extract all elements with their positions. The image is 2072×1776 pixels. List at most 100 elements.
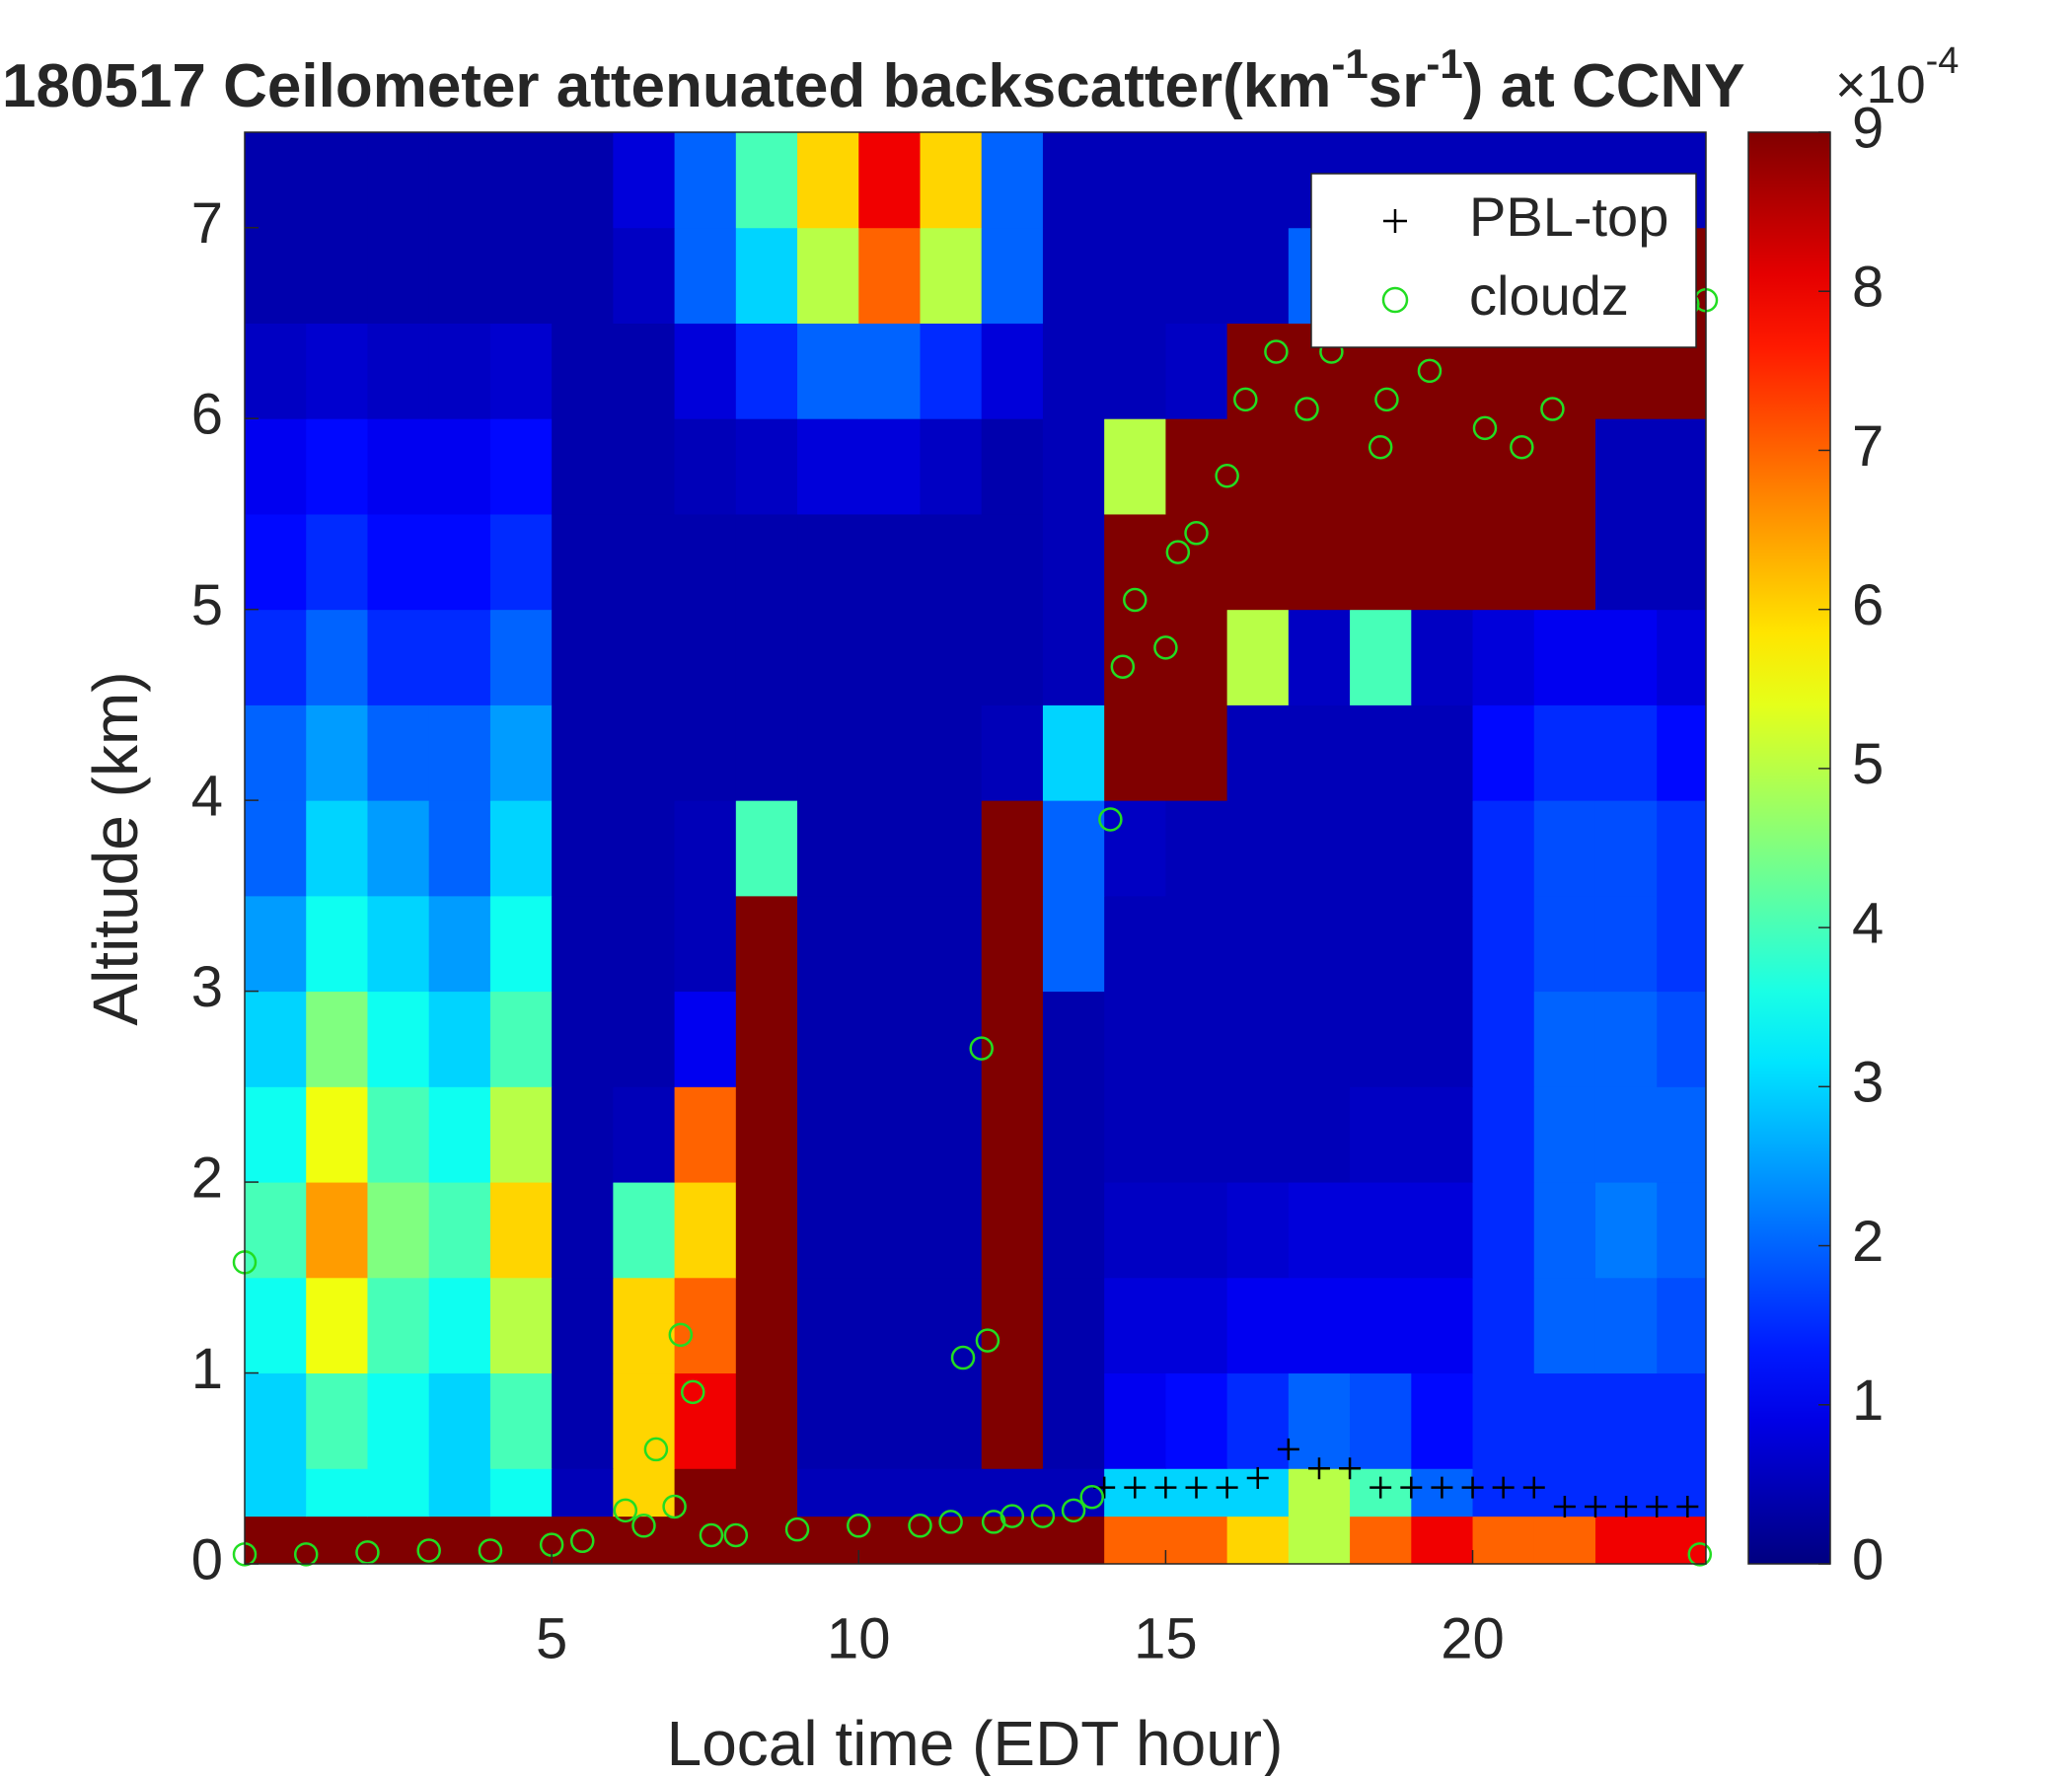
heatmap-cell [1042, 513, 1105, 611]
heatmap-cell [1288, 800, 1351, 897]
heatmap-cell [920, 418, 983, 515]
heatmap-cell [489, 1372, 553, 1469]
heatmap-cell [797, 800, 859, 897]
heatmap-cell [428, 1277, 491, 1374]
heatmap-cell [981, 991, 1044, 1087]
cloud-marker [1165, 540, 1191, 564]
heatmap-cell [1042, 227, 1105, 324]
heatmap-cell [1411, 895, 1474, 993]
cloud-marker [784, 1517, 810, 1542]
heatmap-cell [981, 1468, 1044, 1517]
heatmap-cell [1594, 418, 1658, 515]
heatmap-cell [1472, 418, 1535, 515]
y-tick-label: 2 [191, 1146, 223, 1210]
heatmap-cell [1165, 895, 1228, 993]
cloud-marker [975, 1328, 1000, 1353]
heatmap-cell [367, 1086, 430, 1183]
heatmap-cell [858, 132, 921, 229]
heatmap-cell [735, 991, 798, 1087]
cloud-marker [416, 1538, 441, 1563]
legend-marker [1381, 286, 1409, 314]
cloud-marker [1233, 387, 1258, 412]
heatmap-cell [797, 132, 859, 229]
heatmap-cell [1533, 1372, 1596, 1469]
heatmap-cell [1533, 991, 1596, 1087]
heatmap-cell [428, 323, 491, 419]
heatmap-cell [245, 1182, 307, 1279]
heatmap-cell [1472, 609, 1535, 705]
heatmap-cell [245, 1277, 307, 1374]
heatmap-cell [306, 1277, 368, 1374]
legend-label: PBL-top [1469, 185, 1668, 248]
heatmap-cell [1042, 323, 1105, 419]
pbl-marker [1246, 1466, 1269, 1489]
pbl-marker [1185, 1476, 1208, 1499]
heatmap-cell [367, 227, 430, 324]
cloud-marker [1184, 521, 1209, 546]
heatmap-cell [245, 132, 307, 229]
colorbar-tick-label: 1 [1852, 1369, 1884, 1433]
heatmap-cell [613, 418, 676, 515]
heatmap-cell [1288, 991, 1351, 1087]
cloud-marker [631, 1514, 656, 1538]
x-axis-label: Local time (EDT hour) [667, 1708, 1284, 1776]
x-tick-label: 10 [827, 1606, 891, 1670]
heatmap-cell [367, 704, 430, 801]
heatmap-cell [858, 1182, 921, 1279]
heatmap-cell [1472, 1372, 1535, 1469]
heatmap-cell [1042, 895, 1105, 993]
heatmap-cell [674, 132, 737, 229]
heatmap-cell [552, 132, 614, 229]
heatmap-cell [552, 1086, 614, 1183]
heatmap-cell [1042, 418, 1105, 515]
heatmap-cell [735, 132, 798, 229]
legend-marker [1383, 209, 1407, 233]
y-tick-label: 1 [191, 1337, 223, 1401]
heatmap-cell [1165, 418, 1228, 515]
heatmap-cell [1533, 895, 1596, 993]
heatmap-cell [613, 513, 676, 611]
heatmap-cell [674, 800, 737, 897]
heatmap-cell [1594, 1277, 1658, 1374]
heatmap-cell [1104, 418, 1166, 515]
heatmap-cell [981, 418, 1044, 515]
heatmap-cell [1104, 1086, 1166, 1183]
heatmap-cell [1042, 1277, 1105, 1374]
heatmap-cell [1533, 1516, 1596, 1564]
heatmap-cell [1533, 513, 1596, 611]
heatmap-cell [552, 800, 614, 897]
heatmap-cell [552, 418, 614, 515]
cloud-marker [613, 1498, 638, 1523]
heatmap-cell [428, 418, 491, 515]
heatmap-cell [1594, 895, 1658, 993]
colorbar-tick-label: 7 [1852, 414, 1884, 479]
heatmap-cell [306, 1182, 368, 1279]
heatmap-cell [920, 227, 983, 324]
heatmap-cell [1533, 609, 1596, 705]
colorbar-tick-label: 5 [1852, 732, 1884, 796]
heatmap-cell [552, 1182, 614, 1279]
heatmap-cell [1350, 895, 1412, 993]
heatmap-cell [306, 1086, 368, 1183]
heatmap-cell [1104, 513, 1166, 611]
heatmap-cell [552, 609, 614, 705]
heatmap-cell [981, 1372, 1044, 1469]
cloud-marker [1295, 397, 1319, 421]
heatmap-cell [428, 1182, 491, 1279]
heatmap-cell [735, 1277, 798, 1374]
pbl-marker [1124, 1476, 1147, 1499]
heatmap-cell [858, 800, 921, 897]
cloud-marker [1368, 434, 1393, 460]
heatmap-cell [858, 704, 921, 801]
heatmap-cell [489, 991, 553, 1087]
colorbar-tick-label: 8 [1852, 256, 1884, 320]
heatmap-cell [1472, 800, 1535, 897]
heatmap-cell [1472, 895, 1535, 993]
heatmap-cell [1165, 1182, 1228, 1279]
heatmap-cell [1472, 1086, 1535, 1183]
heatmap-cell [552, 323, 614, 419]
heatmap-cell [858, 1468, 921, 1517]
pbl-marker [1400, 1476, 1423, 1499]
heatmap-cell [1104, 323, 1166, 419]
heatmap-cell [1411, 991, 1474, 1087]
